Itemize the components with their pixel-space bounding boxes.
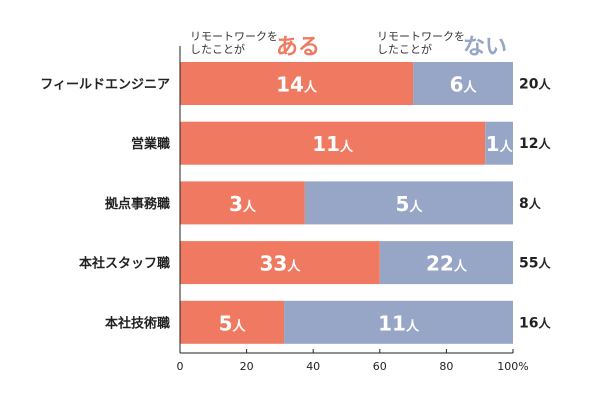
total-label: 16人 [519,315,551,331]
x-tick-label: 20 [240,360,254,373]
bar-segment-aru [180,62,414,105]
bar-segment-aru [180,241,380,285]
bar-value-label: 5人 [395,192,423,216]
bar-segment-nai [304,181,513,225]
legend-label-aru-line-1: リモートワークを [190,30,278,43]
bar-segment-nai [284,300,513,344]
bar-value-label: 11人 [312,132,354,156]
bar-value-label: 33人 [259,252,301,276]
legend-label-nai-line-1: リモートワークを [377,30,465,43]
category-label: 営業職 [131,136,170,152]
bar-segment-nai [379,241,513,285]
legend-emphasis-nai: ない [463,35,507,60]
bar-value-label: 3人 [229,192,257,216]
bar-value-label: 1人 [486,132,514,156]
bar-value-label: 5人 [219,311,247,335]
total-label: 12人 [519,136,551,152]
bar-segment-nai [413,62,513,105]
x-tick-label: 40 [306,360,320,373]
bar-segment-aru [180,121,486,165]
category-label: 本社技術職 [105,315,170,331]
legend-label-aru-line-2: したことが [190,42,245,56]
x-axis: 0 20 40 60 80 100% [177,46,529,373]
x-tick-label: 80 [439,360,453,373]
bar-segment-aru [180,181,305,225]
total-label: 55人 [519,256,551,272]
legend-label-nai-line-2: したことが [377,42,432,56]
bar-value-label: 14人 [276,73,318,97]
bar-segment-nai [485,121,513,165]
total-label: 8人 [519,196,542,212]
bar-value-label: 11人 [378,311,420,335]
category-label: 拠点事務職 [105,196,170,212]
x-tick-label: 60 [373,360,387,373]
total-label: 20人 [519,77,551,93]
x-tick-label: 0 [177,360,184,373]
category-label: フィールドエンジニア [40,78,170,93]
bar-value-label: 6人 [450,73,478,97]
bar-value-label: 22人 [426,252,468,276]
bar-segment-aru [180,300,285,344]
x-tick-label: 100% [497,360,528,373]
category-label: 本社スタッフ職 [79,256,170,272]
legend-emphasis-aru: ある [276,35,320,60]
